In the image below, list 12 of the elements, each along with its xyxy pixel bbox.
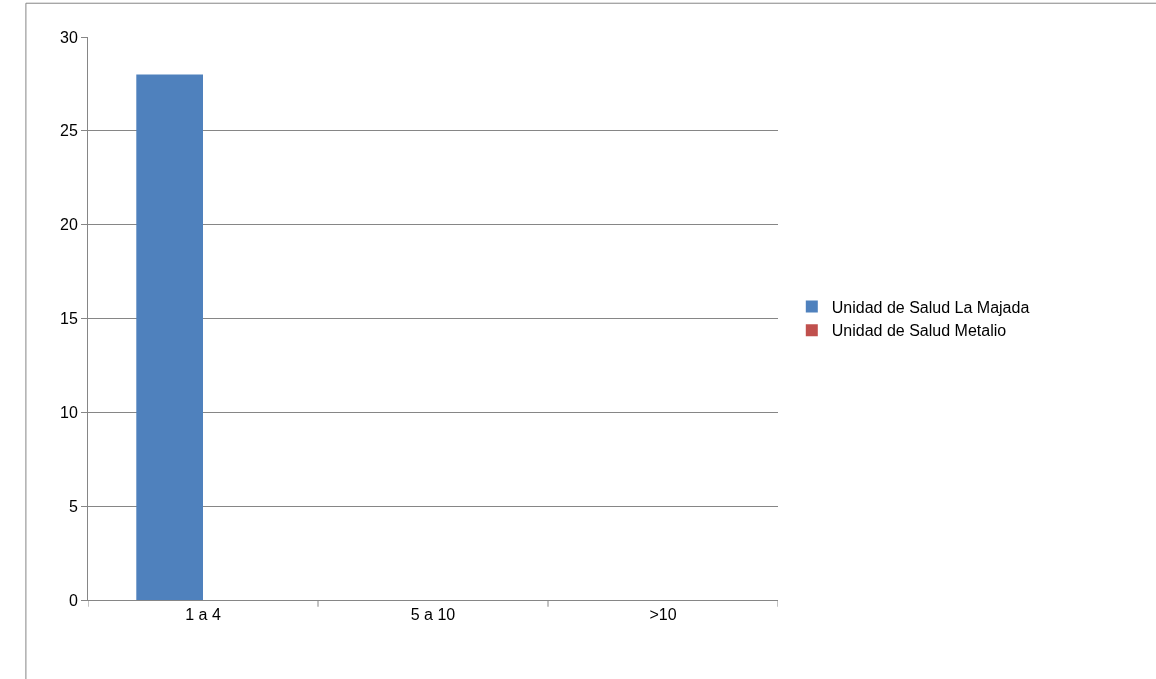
legend-label: Unidad de Salud La Majada bbox=[831, 298, 1030, 316]
y-tick-label: 30 bbox=[60, 28, 78, 46]
y-tick-label: 0 bbox=[68, 591, 78, 609]
y-tick-label: 10 bbox=[60, 403, 78, 421]
x-tick-label: >10 bbox=[649, 606, 677, 624]
x-tick-label: 5 a 10 bbox=[410, 606, 456, 624]
y-tick-label: 5 bbox=[68, 497, 78, 515]
y-tick-label: 25 bbox=[60, 122, 78, 140]
y-tick-label: 20 bbox=[60, 216, 78, 234]
x-tick-label: 1 a 4 bbox=[185, 606, 221, 624]
legend-label: Unidad de Salud Metalio bbox=[831, 322, 1007, 340]
y-tick-label: 15 bbox=[60, 310, 78, 328]
